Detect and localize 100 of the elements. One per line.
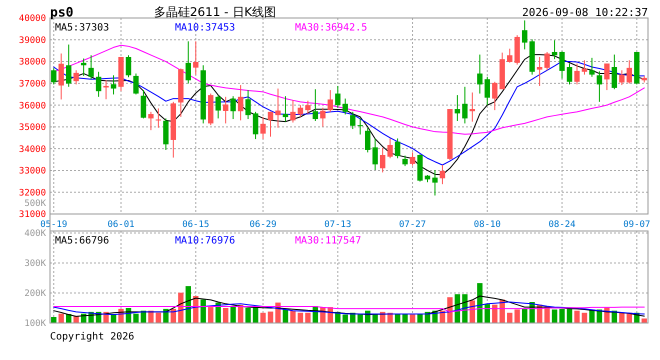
candlestick (335, 85, 340, 108)
candlestick (574, 63, 580, 85)
candlestick (596, 70, 602, 102)
candlestick (589, 57, 595, 78)
candlestick (103, 80, 109, 100)
candlestick (484, 76, 490, 106)
candlestick (222, 96, 228, 124)
candlestick (470, 92, 476, 122)
x-tick-label: 06-01 (107, 220, 135, 230)
candlestick (410, 152, 416, 166)
x-tick-label: 06-29 (249, 220, 277, 230)
candlestick (432, 170, 438, 196)
candlestick (282, 96, 288, 122)
candlestick (566, 63, 572, 85)
y-tick-label: 33000 (18, 166, 46, 177)
candlestick (387, 138, 393, 159)
line-series (53, 302, 645, 316)
candlestick (477, 54, 483, 94)
x-tick-label: 09-07 (623, 220, 650, 230)
candlestick (88, 54, 94, 80)
candlestick (305, 100, 311, 114)
text: MA10:76976 (175, 236, 236, 246)
x-tick-label: 06-15 (182, 220, 210, 230)
text: Copyright 2026 (50, 332, 134, 342)
candlestick (275, 88, 281, 128)
candlestick (260, 116, 266, 140)
y-tick-label: 36000 (18, 101, 46, 112)
candlestick (215, 94, 221, 119)
y-tick-label: 38000 (18, 58, 46, 68)
candlestick (454, 94, 460, 122)
annotation: 2026-09-08 10:22:37 (522, 6, 648, 19)
candlestick (440, 164, 446, 185)
y-tick-label: 500K (24, 199, 47, 210)
y-tick-label: 39000 (18, 36, 46, 46)
candlestick (193, 40, 198, 76)
y-tick-label: 31000 (18, 210, 46, 220)
candlestick (358, 118, 363, 136)
candlestick (604, 63, 610, 91)
candlestick (163, 118, 169, 150)
candlestick (298, 104, 304, 118)
candlestick (328, 90, 334, 112)
candlestick (626, 60, 632, 84)
candlestick (462, 86, 468, 124)
candlestick (544, 51, 550, 71)
candlestick (268, 111, 274, 138)
candlestick (230, 96, 236, 120)
candlestick (492, 81, 498, 111)
y-tick-label: 40000 (18, 14, 46, 24)
text: MA5:66796 (55, 236, 110, 246)
candlestick (350, 111, 356, 130)
y-tick-label: 300K (24, 259, 47, 270)
x-tick-label: 07-13 (324, 220, 352, 230)
y-tick-label: 37000 (18, 79, 46, 90)
x-tick-label: 07-27 (398, 220, 426, 230)
candlestick (320, 107, 326, 128)
candlestick (402, 155, 408, 167)
candlestick (552, 40, 558, 60)
candlestick (66, 44, 72, 88)
candlestick (342, 98, 348, 115)
text: MA30:117547 (295, 236, 362, 246)
candlestick (507, 48, 512, 64)
candlestick (612, 54, 618, 90)
y-tick-label: 200K (24, 289, 47, 300)
candlestick (252, 111, 258, 140)
candlestick (312, 88, 318, 122)
candlestick (380, 147, 386, 173)
candlestick (126, 54, 132, 78)
y-tick-label: 35000 (18, 123, 46, 134)
candlestick (148, 111, 154, 131)
y-tick-label: 400K (24, 229, 47, 240)
candlestick (536, 56, 542, 86)
candlestick (522, 20, 528, 50)
candlestick (245, 90, 251, 120)
candlestick (290, 100, 296, 124)
candlestick (51, 68, 56, 85)
y-tick-label: 32000 (18, 188, 46, 198)
candlestick (238, 84, 244, 121)
x-tick-label: 05-19 (40, 220, 68, 230)
chart-title: 多晶硅2611 - 日K线图 (154, 5, 276, 20)
annotation: ps0 (50, 6, 74, 21)
candlestick (582, 60, 588, 76)
text: MA5:37303 (55, 22, 110, 34)
candlestick (80, 58, 86, 76)
text: MA10:37453 (175, 22, 236, 34)
candlestick (133, 73, 139, 95)
candlestick (140, 90, 146, 119)
x-tick-label: 08-24 (548, 220, 576, 230)
y-tick-label: 100K (24, 319, 47, 330)
candlestick (73, 70, 79, 85)
candlestick (156, 108, 162, 128)
candlestick (186, 40, 191, 84)
candlestick (394, 138, 400, 159)
candlestick (619, 70, 625, 86)
y-tick-label: 34000 (18, 144, 46, 155)
text: MA30:36942.5 (295, 22, 368, 34)
candlestick (559, 50, 565, 80)
x-tick-label: 08-10 (474, 220, 501, 230)
candlestick (110, 74, 116, 95)
candlestick (96, 71, 102, 98)
candlestick (372, 138, 378, 171)
